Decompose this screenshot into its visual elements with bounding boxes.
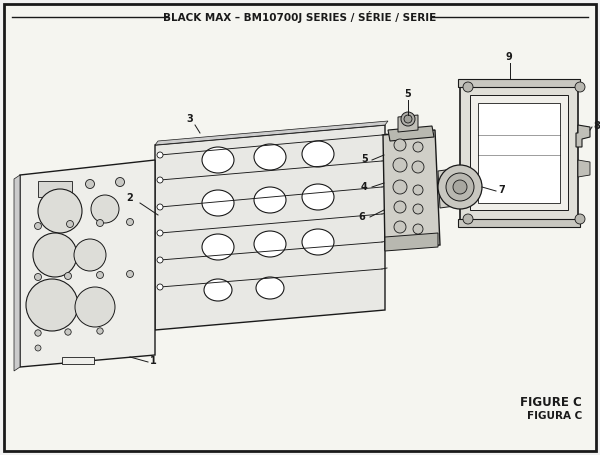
FancyBboxPatch shape bbox=[62, 357, 94, 364]
Polygon shape bbox=[398, 115, 418, 132]
Text: 2: 2 bbox=[126, 193, 133, 203]
Ellipse shape bbox=[302, 229, 334, 255]
Circle shape bbox=[157, 284, 163, 290]
Circle shape bbox=[26, 279, 78, 331]
Polygon shape bbox=[388, 126, 434, 141]
Polygon shape bbox=[576, 125, 590, 147]
Text: 7: 7 bbox=[498, 185, 505, 195]
Circle shape bbox=[97, 219, 104, 227]
Polygon shape bbox=[578, 160, 590, 177]
Circle shape bbox=[401, 112, 415, 126]
Circle shape bbox=[65, 273, 71, 279]
Circle shape bbox=[393, 158, 407, 172]
FancyBboxPatch shape bbox=[38, 181, 72, 197]
Polygon shape bbox=[385, 233, 438, 251]
Circle shape bbox=[394, 139, 406, 151]
Text: BLACK MAX – BM10700J SERIES / SÉRIE / SERIE: BLACK MAX – BM10700J SERIES / SÉRIE / SE… bbox=[163, 11, 437, 23]
Ellipse shape bbox=[202, 234, 234, 260]
Circle shape bbox=[35, 273, 41, 280]
Text: 6: 6 bbox=[358, 212, 365, 222]
Circle shape bbox=[453, 180, 467, 194]
Circle shape bbox=[97, 328, 103, 334]
FancyBboxPatch shape bbox=[4, 4, 596, 451]
Circle shape bbox=[67, 221, 74, 228]
FancyBboxPatch shape bbox=[458, 219, 580, 227]
Circle shape bbox=[127, 218, 133, 226]
Text: FIGURE C: FIGURE C bbox=[520, 396, 582, 410]
Ellipse shape bbox=[302, 184, 334, 210]
FancyBboxPatch shape bbox=[478, 103, 560, 203]
Circle shape bbox=[38, 189, 82, 233]
Ellipse shape bbox=[302, 141, 334, 167]
Circle shape bbox=[86, 180, 95, 188]
Ellipse shape bbox=[256, 277, 284, 299]
Ellipse shape bbox=[254, 187, 286, 213]
Polygon shape bbox=[20, 160, 155, 367]
Ellipse shape bbox=[204, 279, 232, 301]
Circle shape bbox=[446, 173, 474, 201]
Circle shape bbox=[157, 152, 163, 158]
Polygon shape bbox=[155, 125, 385, 330]
Circle shape bbox=[157, 204, 163, 210]
Circle shape bbox=[575, 82, 585, 92]
Text: 1: 1 bbox=[150, 356, 157, 366]
Circle shape bbox=[404, 115, 412, 123]
Circle shape bbox=[157, 230, 163, 236]
Circle shape bbox=[115, 177, 125, 187]
Circle shape bbox=[394, 221, 406, 233]
Circle shape bbox=[413, 204, 423, 214]
Circle shape bbox=[97, 272, 104, 278]
Text: 5: 5 bbox=[361, 154, 368, 164]
Circle shape bbox=[393, 180, 407, 194]
Circle shape bbox=[65, 329, 71, 335]
Circle shape bbox=[157, 257, 163, 263]
Circle shape bbox=[438, 165, 482, 209]
Circle shape bbox=[413, 185, 423, 195]
Circle shape bbox=[157, 177, 163, 183]
Circle shape bbox=[91, 195, 119, 223]
Circle shape bbox=[413, 224, 423, 234]
Polygon shape bbox=[14, 175, 20, 371]
Circle shape bbox=[75, 287, 115, 327]
Polygon shape bbox=[438, 168, 462, 208]
Ellipse shape bbox=[202, 190, 234, 216]
Text: FIGURA C: FIGURA C bbox=[527, 411, 582, 421]
Circle shape bbox=[35, 345, 41, 351]
Circle shape bbox=[575, 214, 585, 224]
Circle shape bbox=[394, 201, 406, 213]
FancyBboxPatch shape bbox=[460, 85, 578, 220]
Circle shape bbox=[127, 271, 133, 278]
Ellipse shape bbox=[254, 231, 286, 257]
Circle shape bbox=[74, 239, 106, 271]
FancyBboxPatch shape bbox=[458, 79, 580, 87]
Text: 4: 4 bbox=[361, 182, 368, 192]
Circle shape bbox=[33, 233, 77, 277]
Text: 5: 5 bbox=[404, 89, 411, 99]
Text: 9: 9 bbox=[505, 52, 512, 62]
FancyBboxPatch shape bbox=[470, 95, 568, 210]
Ellipse shape bbox=[202, 147, 234, 173]
Text: 3: 3 bbox=[186, 114, 193, 124]
Circle shape bbox=[35, 330, 41, 336]
Circle shape bbox=[463, 82, 473, 92]
Polygon shape bbox=[155, 121, 388, 145]
Circle shape bbox=[463, 214, 473, 224]
Circle shape bbox=[412, 161, 424, 173]
Circle shape bbox=[35, 222, 41, 229]
Ellipse shape bbox=[254, 144, 286, 170]
Text: 8: 8 bbox=[593, 121, 600, 131]
Polygon shape bbox=[383, 130, 440, 250]
Circle shape bbox=[413, 142, 423, 152]
